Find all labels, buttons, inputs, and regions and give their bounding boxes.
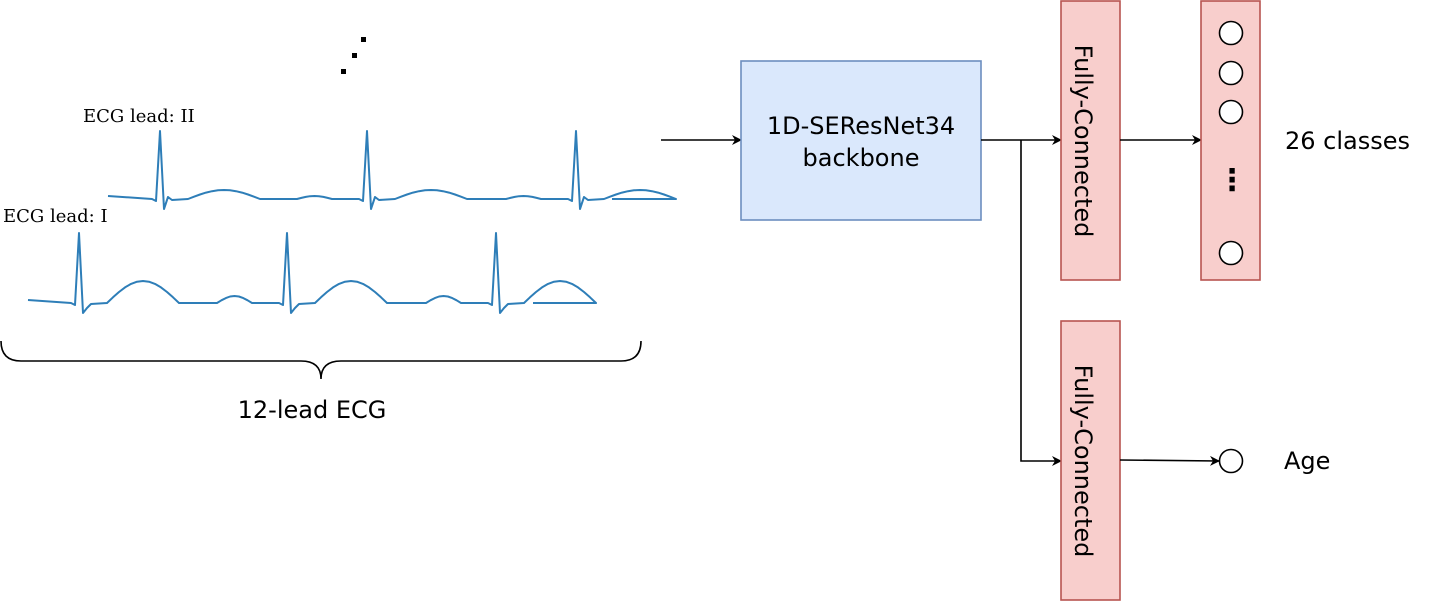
class-node	[1218, 60, 1244, 86]
lead-i-label: ECG lead: I	[3, 206, 108, 227]
fc-bottom-box	[1060, 320, 1121, 601]
backbone-label-line1: 1D-SEResNet34	[767, 112, 955, 140]
ecg-group-label: 12-lead ECG	[238, 396, 387, 424]
class-nodes-ellipsis: ⋮	[1217, 163, 1247, 198]
classes-output-box	[1200, 0, 1261, 281]
classes-label: 26 classes	[1285, 127, 1410, 155]
class-node	[1218, 20, 1244, 46]
backbone-to-fc-bottom-arrow	[1020, 140, 1062, 466]
backbone-box	[740, 60, 982, 221]
ecg-trace-lead-ii	[107, 130, 677, 210]
ecg-trace-lead-i	[27, 232, 597, 314]
lead-ii-label: ECG lead: II	[83, 106, 195, 127]
backbone-label-line2: backbone	[803, 144, 920, 172]
age-node	[1218, 448, 1244, 474]
fc-bottom-to-age-arrow	[1119, 455, 1220, 466]
fc-top-label: Fully-Connected	[1069, 45, 1097, 238]
age-label: Age	[1284, 447, 1330, 475]
class-node	[1218, 240, 1244, 266]
more-leads-ellipsis	[341, 37, 366, 74]
fc-bottom-label: Fully-Connected	[1069, 365, 1097, 558]
ecg-group-brace	[0, 340, 642, 380]
class-node	[1218, 99, 1244, 125]
fc-top-box	[1060, 0, 1121, 281]
